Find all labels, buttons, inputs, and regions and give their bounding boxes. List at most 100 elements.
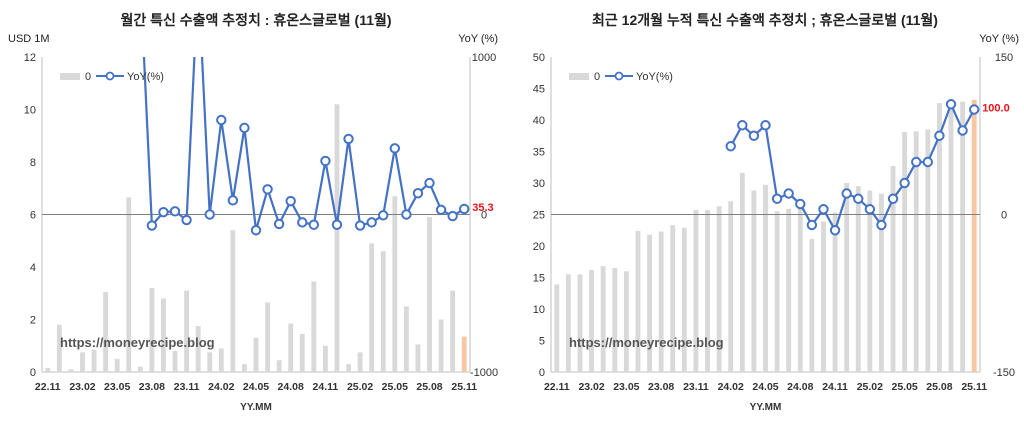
bar — [369, 243, 375, 372]
x-tick-label: 25.05 — [891, 381, 917, 393]
legend-line-marker — [614, 71, 624, 81]
y-left-tick-label: 5 — [539, 336, 545, 348]
yoy-point — [435, 204, 447, 215]
y-left-tick-label: 35 — [533, 147, 545, 159]
yoy-point — [308, 219, 320, 230]
yoy-point — [158, 206, 169, 218]
yoy-point — [829, 225, 841, 236]
y-right-tick-label: 1000 — [472, 52, 496, 64]
bar — [149, 288, 155, 372]
bar — [612, 268, 618, 372]
yoy-point — [181, 214, 192, 226]
bar — [739, 172, 745, 372]
bar — [600, 266, 606, 372]
legend-line-label: YoY(%) — [636, 71, 673, 83]
bar — [832, 212, 838, 372]
bar — [403, 306, 409, 372]
yoy-point — [748, 130, 760, 141]
x-tick-label: 23.08 — [139, 381, 165, 393]
y-left-unit: USD 1M — [8, 33, 50, 45]
yoy-point — [899, 177, 910, 189]
y-left-tick-label: 30 — [533, 178, 545, 190]
bar — [647, 234, 652, 372]
y-left-tick-label: 10 — [533, 304, 545, 316]
x-tick-label: 24.05 — [752, 381, 778, 393]
yoy-point — [320, 155, 331, 167]
bar — [577, 274, 583, 372]
bar — [207, 352, 213, 372]
y-left-tick-label: 15 — [533, 273, 545, 285]
bar — [786, 208, 792, 372]
bar — [450, 290, 456, 372]
legend-bar-swatch — [569, 73, 589, 80]
y-left-tick-label: 8 — [30, 157, 36, 169]
y-left-tick-label: 6 — [30, 210, 36, 222]
rolling-12m-export-chart: 최근 12개월 누적 특신 수출액 추정치 ; 휴온스글로벌 (11월) YoY … — [533, 12, 1019, 413]
bar — [797, 208, 803, 372]
yoy-point — [204, 209, 215, 220]
bar — [161, 298, 166, 372]
x-tick-label: 24.05 — [243, 381, 269, 393]
y-left-tick-label: 25 — [533, 210, 545, 222]
yoy-series-line — [729, 101, 976, 234]
yoy-point — [911, 156, 922, 168]
yoy-point — [273, 218, 285, 230]
bar — [103, 291, 109, 372]
x-tick-label: 23.11 — [683, 381, 709, 393]
legend-bar-label: 0 — [85, 71, 91, 83]
monthly-export-chart: 월간 특신 수출액 추정치 : 휴온스글로벌 (11월) USD 1M YoY (%… — [8, 12, 498, 413]
bar — [80, 352, 85, 372]
bar — [809, 239, 815, 372]
x-tick-label: 25.11 — [961, 381, 987, 393]
y-left-tick-label: 0 — [30, 367, 36, 379]
yoy-point — [760, 120, 771, 131]
watermark-text: https://moneyrecipe.blog — [569, 335, 724, 350]
x-tick-label: 25.02 — [857, 381, 883, 393]
bar — [126, 197, 132, 372]
x-tick-label: 23.08 — [648, 381, 674, 393]
bar — [242, 364, 247, 372]
bar — [925, 129, 931, 372]
x-tick-label: 25.05 — [382, 381, 408, 393]
yoy-point — [922, 156, 934, 168]
bar — [635, 230, 641, 372]
bar — [774, 211, 780, 372]
bar — [623, 271, 629, 372]
bar — [276, 360, 282, 372]
x-tick-label: 23.02 — [69, 381, 95, 393]
x-tick-label: 23.02 — [578, 381, 604, 393]
bar — [114, 358, 120, 372]
y-right-unit: YoY (%) — [458, 33, 498, 45]
bar — [438, 319, 444, 372]
yoy-point — [262, 184, 273, 195]
y-right-unit: YoY (%) — [979, 33, 1019, 45]
x-tick-label: 24.11 — [313, 381, 339, 393]
x-tick-label: 24.02 — [208, 381, 234, 393]
bar — [346, 364, 351, 372]
y-right-tick-label: 0 — [1001, 210, 1007, 222]
yoy-point — [771, 193, 783, 204]
bar — [265, 302, 270, 372]
yoy-point — [806, 219, 818, 231]
bar — [195, 326, 201, 372]
bar — [184, 290, 190, 372]
x-tick-label: 23.05 — [104, 381, 130, 393]
yoy-point — [853, 193, 864, 204]
yoy-point — [887, 193, 899, 204]
chart-title: 월간 특신 수출액 추정치 : 휴온스글로벌 (11월) — [120, 12, 391, 28]
bar — [867, 190, 873, 372]
bar — [392, 196, 398, 372]
x-tick-label: 23.05 — [613, 381, 639, 393]
yoy-point — [297, 217, 308, 228]
bar — [380, 251, 386, 372]
x-tick-label: 22.11 — [544, 381, 570, 393]
bar — [693, 210, 699, 372]
yoy-point — [389, 143, 401, 154]
y-left-tick-label: 40 — [533, 115, 545, 127]
bar — [415, 344, 421, 372]
bar — [565, 274, 571, 372]
y-left-tick-label: 0 — [539, 367, 545, 379]
bar — [589, 269, 595, 372]
bar — [68, 369, 74, 372]
